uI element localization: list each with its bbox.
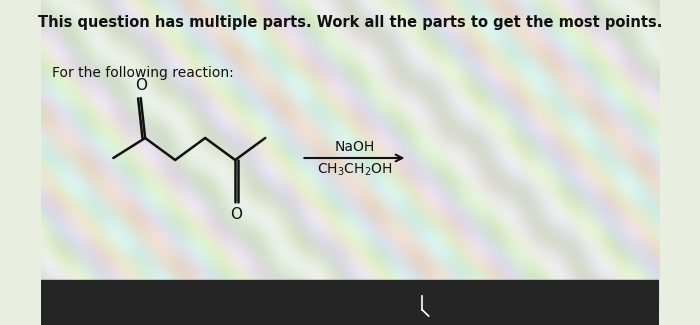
Text: O: O: [136, 78, 148, 93]
Text: O: O: [230, 207, 242, 222]
Text: CH$_3$CH$_2$OH: CH$_3$CH$_2$OH: [316, 162, 392, 178]
Bar: [41, 280, 659, 325]
Text: For the following reaction:: For the following reaction:: [52, 66, 233, 80]
Text: This question has multiple parts. Work all the parts to get the most points.: This question has multiple parts. Work a…: [38, 15, 662, 30]
Text: NaOH: NaOH: [335, 140, 374, 154]
